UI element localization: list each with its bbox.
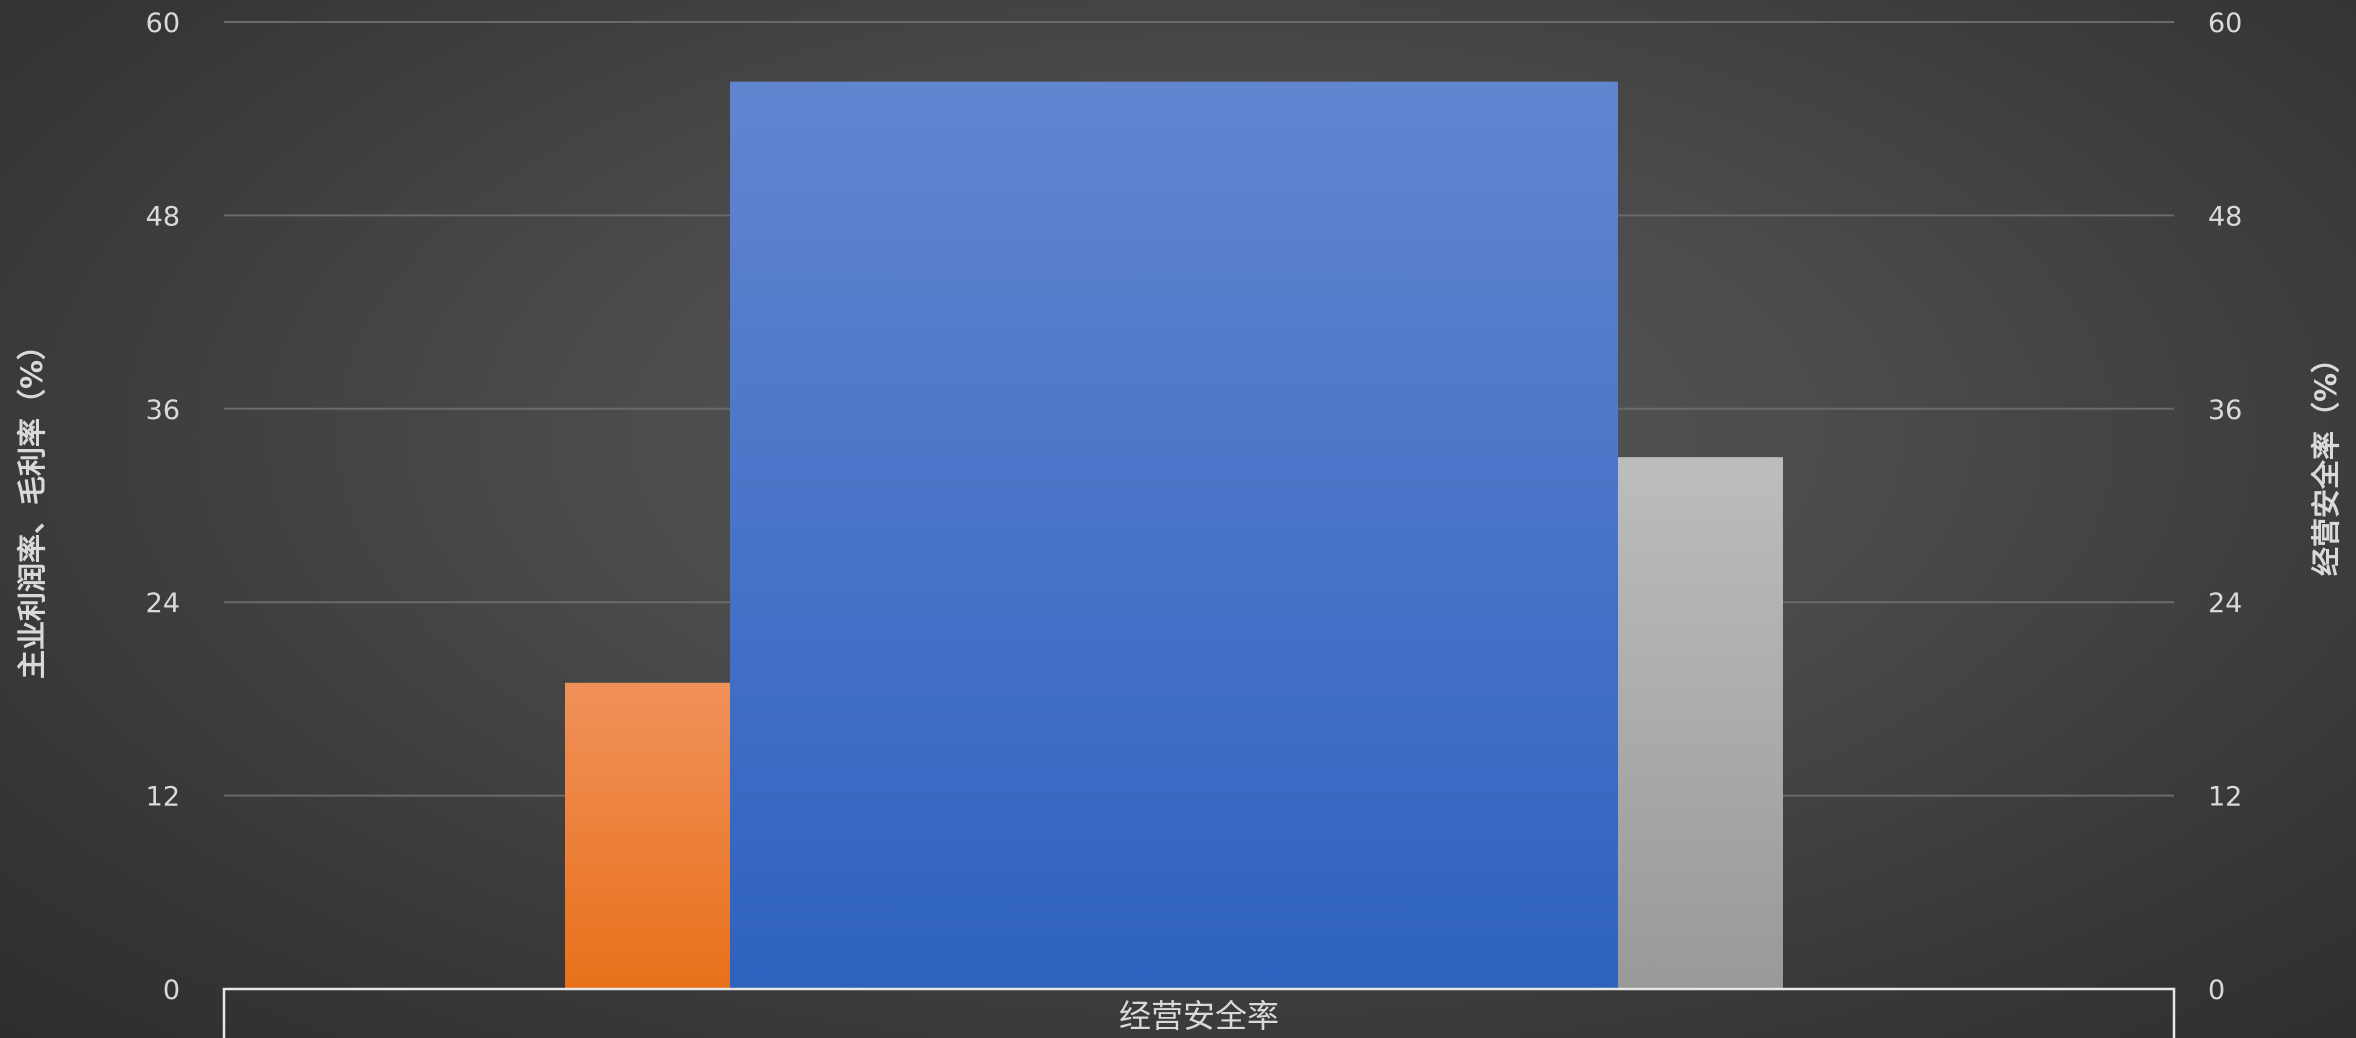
left-axis-title: 主业利润率、毛利率（%）: [15, 331, 49, 679]
bar-gray: [1618, 457, 1783, 989]
right-axis-tick-label: 60: [2208, 8, 2242, 39]
axes: 经营安全率 主业利润率、毛利率（%） 经营安全率（%）: [15, 331, 2343, 1038]
left-axis-tick-label: 24: [146, 588, 180, 619]
category-label: 经营安全率: [1119, 997, 1279, 1035]
right-axis-title: 经营安全率（%）: [2309, 344, 2343, 576]
left-axis-tick-label: 12: [146, 782, 180, 813]
category-axis-box: [222, 987, 2176, 1038]
right-axis-tick-label: 48: [2208, 201, 2242, 232]
right-axis-tick-label: 24: [2208, 588, 2242, 619]
left-axis-tick-label: 48: [146, 201, 180, 232]
bar-blue: [730, 81, 1618, 990]
left-axis-tick-label: 60: [146, 8, 180, 39]
bar-orange: [565, 682, 730, 989]
bars: [565, 81, 1783, 990]
right-axis-tick-label: 36: [2208, 395, 2242, 426]
left-axis-tick-label: 36: [146, 395, 180, 426]
tick-labels: 0 12 24 36 48 60 0 12 24 36 48 60: [146, 8, 2243, 1006]
right-axis-tick-label: 12: [2208, 782, 2242, 813]
right-axis-tick-label: 0: [2208, 975, 2225, 1006]
left-axis-tick-label: 0: [163, 975, 180, 1006]
